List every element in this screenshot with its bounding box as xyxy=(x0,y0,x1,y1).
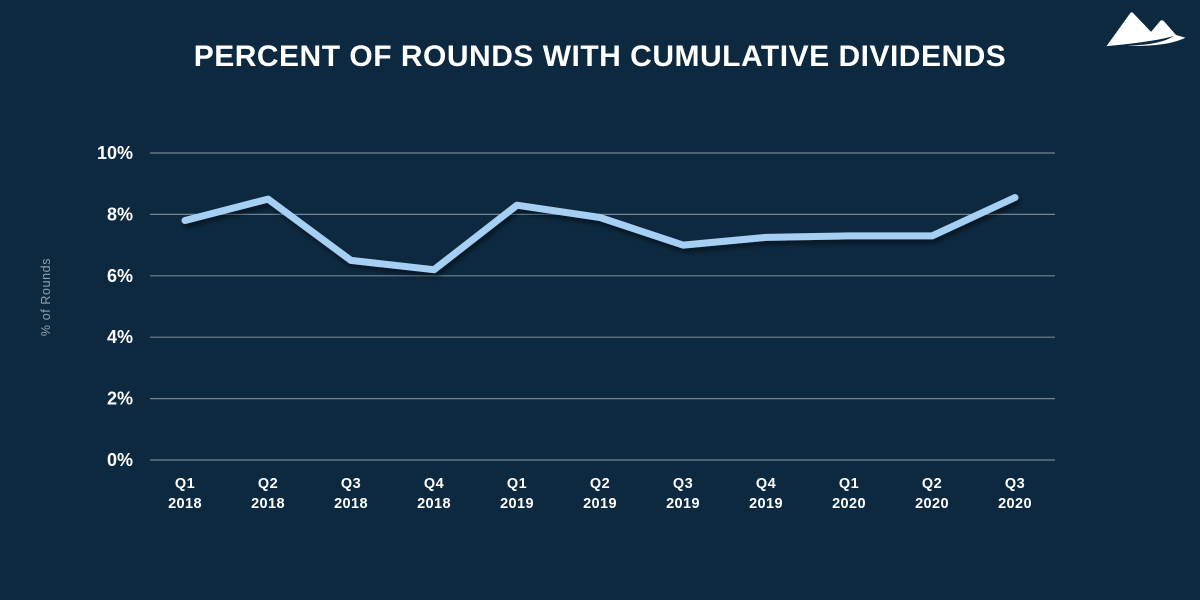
gridlines xyxy=(150,152,1055,461)
data-series xyxy=(181,194,1019,274)
y-tick-label: 2% xyxy=(107,389,133,409)
x-tick-label: Q1 2019 xyxy=(500,476,534,512)
y-tick-label: 10% xyxy=(97,143,133,163)
y-tick-label: 0% xyxy=(107,450,133,470)
x-tick-label: Q1 2020 xyxy=(832,476,866,512)
y-axis-tick-labels: 0% 2% 4% 6% 8% 10% xyxy=(97,143,133,470)
y-tick-label: 6% xyxy=(107,266,133,286)
x-tick-label: Q4 2018 xyxy=(417,476,451,512)
page-title: PERCENT OF ROUNDS WITH CUMULATIVE DIVIDE… xyxy=(193,40,1007,73)
x-tick-label: Q2 2018 xyxy=(251,476,285,512)
x-tick-label: Q3 2019 xyxy=(666,476,700,512)
x-tick-label: Q3 2020 xyxy=(998,476,1032,512)
x-tick-label: Q3 2018 xyxy=(334,476,368,512)
x-tick-label: Q2 2020 xyxy=(915,476,949,512)
x-tick-label: Q2 2019 xyxy=(583,476,617,512)
x-tick-label: Q4 2019 xyxy=(749,476,783,512)
data-line xyxy=(181,194,1019,274)
mountain-logo-icon xyxy=(1106,12,1186,47)
y-tick-label: 8% xyxy=(107,204,133,224)
y-tick-label: 4% xyxy=(107,327,133,347)
x-axis-tick-labels: Q1 2018 Q2 2018 Q3 2018 Q4 2018 Q1 2019 Q2 2019 Q3 20… xyxy=(168,476,1032,512)
x-tick-label: Q1 2018 xyxy=(168,476,202,512)
